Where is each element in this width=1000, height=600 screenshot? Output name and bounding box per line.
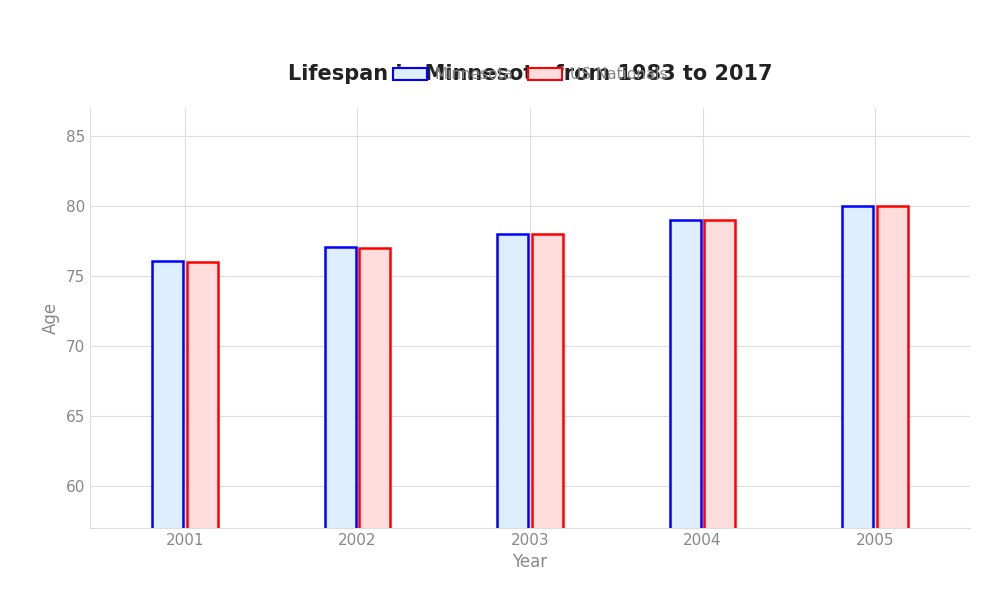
- Bar: [187, 262, 218, 600]
- Bar: [704, 220, 735, 600]
- Bar: [497, 234, 528, 600]
- Bar: [877, 206, 908, 600]
- Bar: [842, 206, 873, 600]
- Title: Lifespan in Minnesota from 1983 to 2017: Lifespan in Minnesota from 1983 to 2017: [288, 64, 772, 84]
- X-axis label: Year: Year: [512, 553, 548, 571]
- Bar: [670, 220, 701, 600]
- Bar: [532, 234, 563, 600]
- Y-axis label: Age: Age: [42, 302, 60, 334]
- Bar: [325, 247, 356, 600]
- Bar: [152, 260, 183, 600]
- Legend: Minnesota, US Nationals: Minnesota, US Nationals: [387, 61, 673, 88]
- Bar: [359, 248, 390, 600]
